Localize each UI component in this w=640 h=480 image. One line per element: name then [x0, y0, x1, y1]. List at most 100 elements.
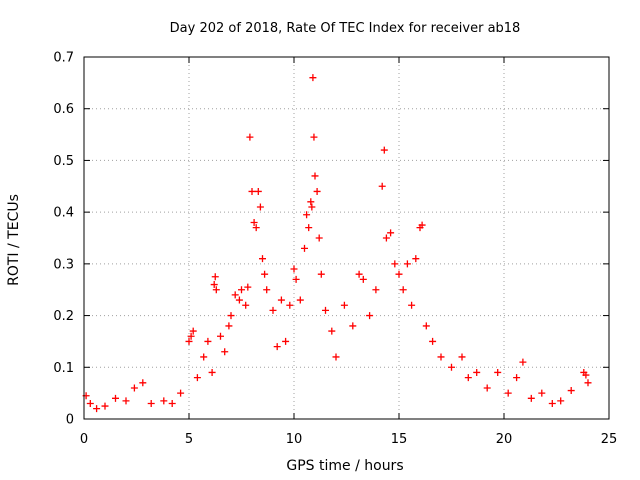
data-point [366, 312, 374, 320]
data-point [246, 133, 254, 141]
data-point [187, 332, 195, 340]
data-point [227, 312, 235, 320]
data-point [567, 387, 575, 395]
grid-lines [84, 57, 609, 419]
data-point [269, 306, 277, 314]
data-point [204, 337, 212, 345]
data-point [412, 255, 420, 263]
data-point [235, 296, 243, 304]
y-tick-label: 0.2 [53, 309, 74, 324]
data-point [504, 389, 512, 397]
data-point [130, 384, 138, 392]
x-tick-label: 25 [601, 432, 618, 447]
x-axis-label: GPS time / hours [286, 458, 403, 474]
data-point [177, 389, 185, 397]
data-point [408, 301, 416, 309]
data-point [359, 275, 367, 283]
data-point [448, 363, 455, 371]
data-point [290, 265, 298, 273]
data-point [211, 273, 219, 281]
data-point [277, 296, 285, 304]
data-point [217, 332, 224, 340]
data-point [349, 322, 357, 330]
data-point [395, 270, 403, 278]
data-point [122, 397, 130, 405]
x-tick-label: 5 [185, 432, 193, 447]
data-point [292, 275, 300, 283]
data-point [193, 374, 201, 382]
data-point [317, 270, 325, 278]
data-point [519, 358, 527, 366]
y-tick-label: 0.4 [53, 206, 74, 221]
data-point [160, 397, 168, 405]
x-tick-label: 15 [391, 432, 408, 447]
data-point [429, 337, 437, 345]
x-tick-label: 0 [80, 432, 88, 447]
data-point [548, 399, 556, 407]
data-point [372, 286, 380, 294]
data-point [221, 348, 229, 356]
plot-frame [83, 56, 610, 420]
data-point [399, 286, 407, 294]
data-point [437, 353, 445, 361]
data-point [112, 394, 119, 402]
data-point [86, 399, 94, 407]
data-point [139, 379, 147, 387]
data-point [391, 260, 399, 268]
data-point [464, 374, 472, 382]
x-tick-label: 10 [286, 432, 303, 447]
data-point [248, 187, 256, 195]
data-point [231, 291, 239, 299]
data-point [212, 286, 220, 294]
data-point [238, 286, 245, 294]
data-point [557, 397, 565, 405]
data-point [311, 172, 319, 180]
data-point [259, 255, 266, 263]
data-point [273, 343, 281, 351]
data-point [513, 374, 521, 382]
data-point [584, 379, 592, 387]
y-axis-label: ROTI / TECUs [6, 194, 22, 286]
data-point [380, 146, 388, 154]
data-point [355, 270, 363, 278]
data-point [168, 399, 176, 407]
data-point [315, 234, 323, 242]
y-tick-label: 0 [66, 413, 74, 428]
data-point [185, 337, 193, 345]
data-point [582, 371, 590, 379]
data-point [244, 283, 252, 291]
data-point [282, 337, 290, 345]
data-point [225, 322, 233, 330]
data-point [310, 133, 318, 141]
data-point [254, 187, 262, 195]
y-tick-labels: 0 0.1 0.2 0.3 0.4 0.5 0.6 0.7 [53, 51, 74, 428]
data-point [301, 244, 308, 252]
y-tick-label: 0.7 [53, 51, 74, 66]
data-point [286, 301, 294, 309]
data-point [200, 353, 208, 361]
data-point [309, 74, 317, 82]
y-tick-label: 0.6 [53, 102, 74, 117]
data-point [332, 353, 340, 361]
data-point [313, 187, 321, 195]
data-point [189, 327, 197, 335]
axis-ticks [83, 56, 610, 420]
data-point [382, 234, 390, 242]
data-point [210, 281, 218, 289]
data-point [101, 402, 109, 410]
data-point [403, 260, 411, 268]
data-point [387, 229, 395, 237]
data-point [328, 327, 336, 335]
data-point [378, 182, 386, 190]
data-point [303, 211, 311, 219]
y-tick-label: 0.3 [53, 257, 74, 272]
data-point [418, 221, 426, 229]
data-point [147, 399, 155, 407]
data-point [340, 301, 348, 309]
data-point [296, 296, 304, 304]
data-point [261, 270, 269, 278]
y-tick-label: 0.1 [53, 361, 74, 376]
data-point [308, 203, 316, 211]
data-point [527, 394, 535, 402]
